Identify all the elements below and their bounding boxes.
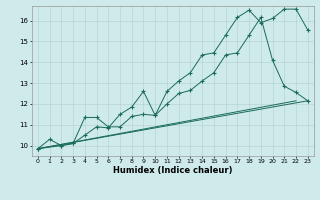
X-axis label: Humidex (Indice chaleur): Humidex (Indice chaleur) [113,166,233,175]
